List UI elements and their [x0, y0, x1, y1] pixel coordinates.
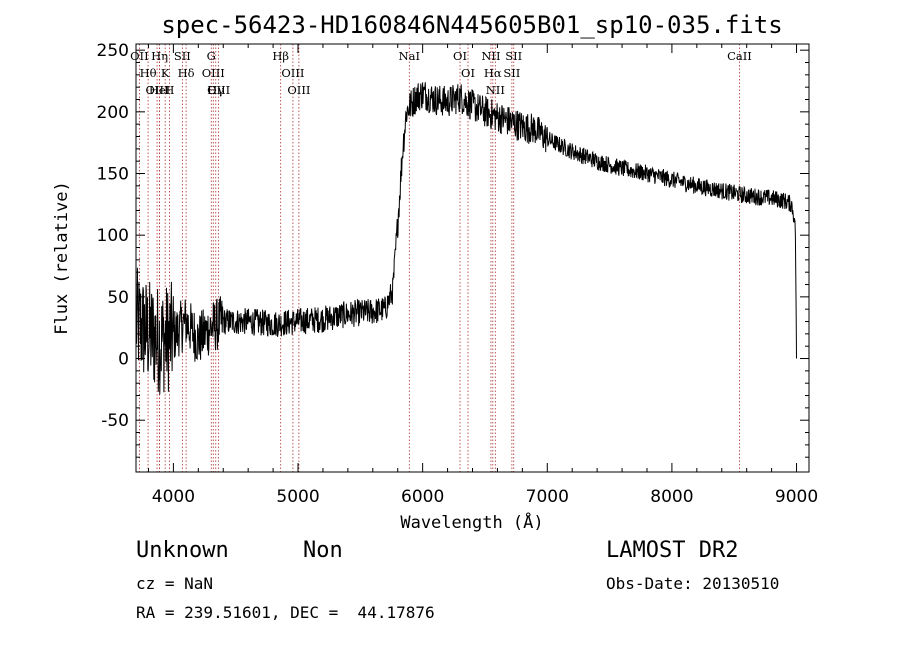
spectral-line-label: NII [481, 49, 500, 63]
spectral-line-label: NII [486, 83, 505, 97]
spectral-line-label: H [164, 83, 174, 97]
spectral-line-label: K [161, 66, 170, 80]
x-axis-label: Wavelength (Å) [400, 511, 543, 533]
spectral-line-label: OI [461, 66, 475, 80]
observation-date: Obs-Date: 20130510 [606, 574, 780, 593]
survey-name: LAMOST DR2 [606, 538, 739, 563]
spectral-line-label: NaI [399, 49, 420, 63]
spectral-line-label: Hγ [207, 83, 224, 97]
y-tick-label: 200 [97, 103, 129, 123]
x-tick-label: 6000 [401, 487, 444, 507]
coordinates: RA = 239.51601, DEC = 44.17876 [136, 603, 435, 622]
y-tick-label: -50 [101, 411, 129, 431]
x-tick-label: 7000 [526, 487, 569, 507]
spectral-line-label: OII [130, 49, 149, 63]
y-tick-label: 50 [107, 288, 129, 308]
spectral-line-label: G [207, 49, 216, 63]
spectral-line-label: Hδ [178, 66, 195, 80]
spectral-line-label: CaII [727, 49, 752, 63]
y-tick-label: 0 [118, 350, 129, 370]
spectral-line-label: Hα [484, 66, 502, 80]
redshift-cz: cz = NaN [136, 574, 214, 593]
x-tick-label: 4000 [152, 487, 195, 507]
spectral-line-labels: OIIHθOIIIHeIHηKHSIIHδGOIIIHγOIIIHβOIIIOI… [130, 49, 752, 97]
spectral-line-label: SII [505, 49, 522, 63]
chart-title: spec-56423-HD160846N445605B01_sp10-035.f… [161, 11, 782, 39]
y-tick-label: 250 [97, 41, 129, 61]
y-tick-label: 100 [97, 226, 129, 246]
y-axis-ticks: -50 0 50 100 150 200 250 [97, 41, 809, 458]
spectral-line-label: HeI [149, 83, 170, 97]
spectral-line-label: SII [174, 49, 191, 63]
spectral-line-label: OIII [146, 83, 169, 97]
spectrum-line [135, 82, 797, 395]
x-axis-ticks: 4000 5000 6000 7000 8000 9000 [147, 44, 818, 507]
spectral-line-label: Hθ [140, 66, 157, 80]
spectral-line-label: SII [503, 66, 520, 80]
spectral-line-label: OI [453, 49, 467, 63]
x-tick-label: 9000 [775, 487, 818, 507]
spectral-line-label: Hη [151, 49, 168, 63]
x-tick-label: 8000 [650, 487, 693, 507]
y-axis-label: Flux (relative) [52, 181, 72, 335]
spectral-line-label: OIII [281, 66, 304, 80]
y-tick-label: 150 [97, 165, 129, 185]
spectral-lines-layer [138, 44, 740, 472]
plot-frame [135, 43, 810, 473]
object-class: Unknown [136, 538, 229, 563]
spectral-line-label: OIII [287, 83, 310, 97]
spectral-line-label: OIII [207, 83, 230, 97]
spectral-line-label: Hβ [272, 49, 289, 63]
object-subclass: Non [303, 538, 343, 563]
x-tick-label: 5000 [276, 487, 319, 507]
spectral-line-label: OIII [202, 66, 225, 80]
